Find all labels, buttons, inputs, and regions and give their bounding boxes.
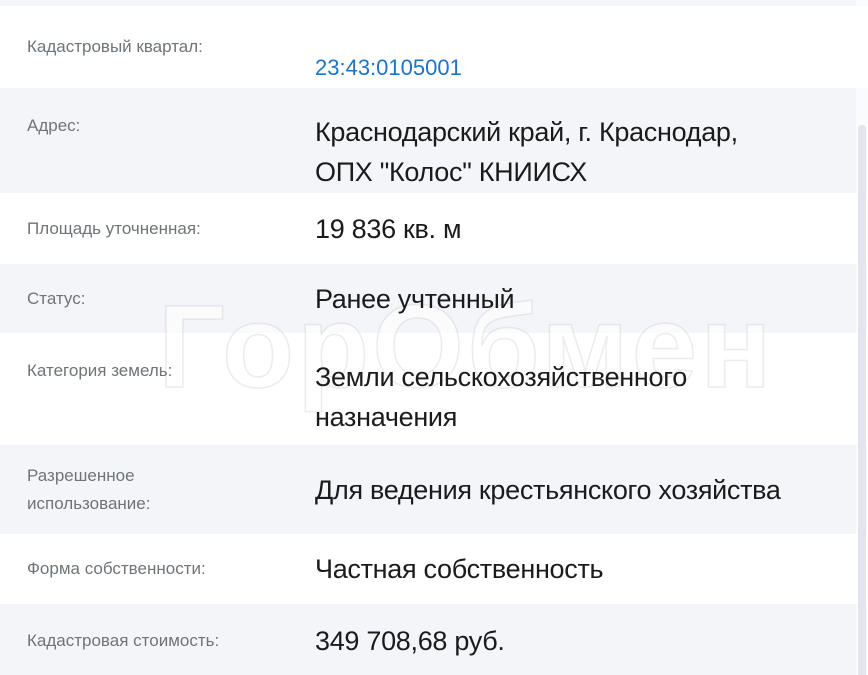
row-label: Кадастровая стоимость: (27, 631, 220, 650)
table-row-cadastral-quarter: Кадастровый квартал: 23:43:0105001 (0, 6, 868, 88)
scrollbar-thumb[interactable] (858, 125, 866, 675)
table-row-permitted-use: Разрешенное использование: Для ведения к… (0, 445, 868, 534)
top-divider-strip (0, 0, 868, 6)
row-value: Для ведения крестьянского хозяйства (315, 474, 781, 505)
cadastral-quarter-link[interactable]: 23:43:0105001 (315, 55, 462, 80)
row-value: Земли сельскохозяйственного назначения (315, 362, 687, 432)
table-row-cadastral-value: Кадастровая стоимость: 349 708,68 руб. (0, 604, 868, 675)
row-value: 23:43:0105001 (315, 6, 828, 88)
table-row-area: Площадь уточненная: 19 836 кв. м (0, 193, 868, 264)
row-value: Частная собственность (315, 554, 604, 584)
row-value: 349 708,68 руб. (315, 626, 505, 656)
row-label: Разрешенное использование: (27, 465, 151, 513)
row-label: Кадастровый квартал: (27, 37, 203, 56)
table-row-status: Статус: Ранее учтенный (0, 264, 868, 333)
table-row-address: Адрес: Краснодарский край, г. Краснодар,… (0, 88, 868, 193)
table-row-land-category: Категория земель: Земли сельскохозяйстве… (0, 333, 868, 445)
row-value: Краснодарский край, г. Краснодар, ОПХ "К… (315, 117, 738, 187)
parcel-attributes-table: Кадастровый квартал: 23:43:0105001 Адрес… (0, 6, 868, 675)
row-label: Адрес: (27, 116, 81, 135)
row-label: Категория земель: (27, 361, 173, 380)
row-label: Форма собственности: (27, 559, 206, 578)
row-value: 19 836 кв. м (315, 213, 462, 244)
table-row-ownership-form: Форма собственности: Частная собственнос… (0, 534, 868, 604)
row-label: Площадь уточненная: (27, 218, 201, 238)
row-value: Ранее учтенный (315, 283, 515, 314)
row-label: Статус: (27, 288, 86, 308)
